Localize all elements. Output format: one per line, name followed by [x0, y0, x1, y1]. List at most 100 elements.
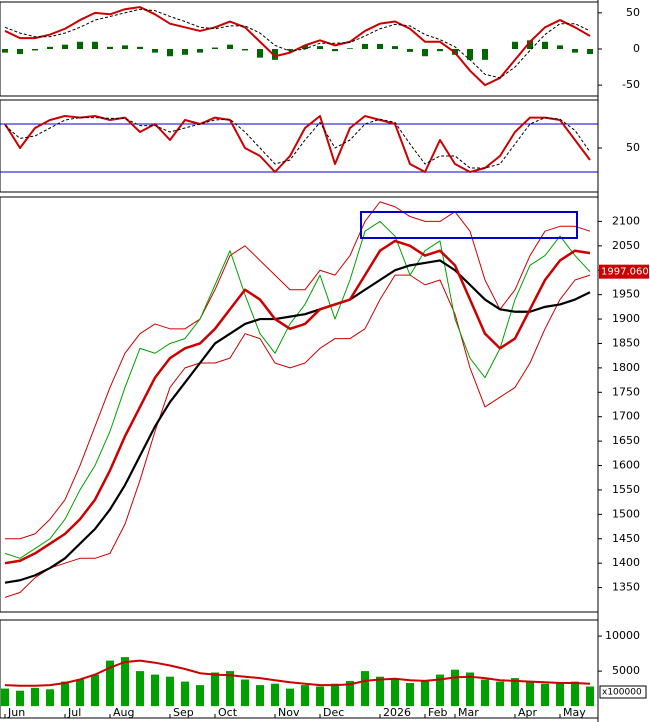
bar — [377, 43, 383, 49]
series-line — [4, 259, 591, 584]
bar — [226, 671, 234, 707]
y-tick-label: -50 — [622, 78, 640, 91]
bar — [77, 41, 83, 49]
y-tick-label: 1650 — [612, 434, 640, 447]
y-tick-label: 1700 — [612, 410, 640, 423]
x-tick-label: Jun — [7, 706, 25, 719]
bar — [136, 671, 144, 707]
bar — [392, 46, 398, 49]
bar — [587, 49, 593, 55]
panel-frame — [0, 619, 599, 719]
bar — [256, 685, 264, 707]
bar — [391, 679, 399, 707]
x-tick-label: Sep — [173, 706, 194, 719]
bar — [32, 49, 38, 51]
y-tick-label: 1800 — [612, 361, 640, 374]
last-value-label: 1997.060 — [601, 267, 649, 278]
bar — [271, 683, 279, 707]
bar — [526, 680, 534, 707]
bar — [151, 674, 159, 707]
y-tick-label: 2100 — [612, 214, 640, 227]
bar — [182, 49, 188, 55]
y-tick-label: 10000 — [605, 629, 640, 642]
bar — [451, 669, 459, 707]
bar — [47, 46, 53, 49]
bar — [62, 44, 68, 49]
bar — [181, 681, 189, 707]
series-line — [4, 659, 591, 687]
bar — [17, 49, 23, 55]
bar — [332, 49, 338, 52]
series-line — [4, 239, 591, 565]
panel-frame — [0, 196, 599, 613]
bar — [16, 690, 24, 707]
bar — [571, 681, 579, 707]
bar — [1, 688, 9, 707]
bar — [166, 676, 174, 707]
x-tick-label: 2026 — [383, 706, 411, 719]
bar — [467, 49, 473, 60]
bar — [106, 660, 114, 707]
bar — [436, 674, 444, 707]
bar — [286, 688, 294, 707]
bar — [227, 44, 233, 49]
y-tick-label: 1750 — [612, 385, 640, 398]
bar — [481, 679, 489, 707]
bar — [361, 671, 369, 707]
bar — [331, 683, 339, 707]
bar — [76, 679, 84, 707]
y-tick-label: 1550 — [612, 483, 640, 496]
bar — [46, 689, 54, 707]
bar — [572, 49, 578, 53]
bar — [406, 683, 414, 707]
bar — [347, 48, 353, 49]
y-tick-label: 1500 — [612, 507, 640, 520]
series-line — [4, 6, 591, 87]
bar — [211, 672, 219, 707]
panel-frame — [0, 99, 599, 193]
bar — [301, 685, 309, 707]
bar — [92, 41, 98, 49]
bar — [316, 686, 324, 707]
bar — [107, 46, 113, 49]
bar — [482, 49, 488, 60]
bar — [242, 49, 248, 51]
bar — [317, 46, 323, 49]
series-line — [4, 117, 591, 169]
bar — [527, 40, 533, 49]
y-tick-label: 1450 — [612, 532, 640, 545]
bar — [122, 45, 128, 49]
y-tick-label: 1850 — [612, 336, 640, 349]
bar — [346, 680, 354, 707]
bar — [511, 678, 519, 707]
bar — [421, 680, 429, 707]
y-tick-label: 1400 — [612, 556, 640, 569]
bar — [31, 687, 39, 707]
bar — [212, 47, 218, 49]
y-tick-label: 1900 — [612, 312, 640, 325]
y-tick-label: 1600 — [612, 459, 640, 472]
y-tick-label: 0 — [633, 42, 640, 55]
x-tick-label: Dec — [323, 706, 344, 719]
bar — [241, 679, 249, 707]
bar — [541, 683, 549, 707]
last-value-box — [599, 264, 649, 279]
x-tick-label: Oct — [218, 706, 238, 719]
bar — [91, 674, 99, 707]
bar — [542, 41, 548, 49]
bar — [362, 43, 368, 49]
bar — [496, 681, 504, 707]
bar — [586, 686, 594, 707]
bar — [137, 46, 143, 49]
bar — [407, 49, 413, 52]
y-tick-label: 50 — [626, 141, 640, 154]
y-tick-label: 50 — [626, 6, 640, 19]
bar — [272, 49, 278, 60]
x-tick-label: Apr — [518, 706, 538, 719]
bar — [121, 657, 129, 707]
bar — [257, 49, 263, 58]
series-line — [4, 220, 591, 559]
bar — [152, 49, 158, 53]
bar — [557, 45, 563, 49]
